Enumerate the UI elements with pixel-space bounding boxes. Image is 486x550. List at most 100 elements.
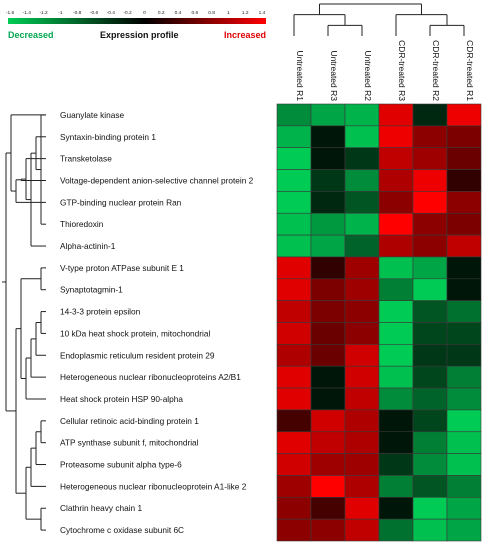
heatmap-cell [378,475,414,498]
heatmap-cell [276,365,312,389]
scale-tick-label: 1 [227,10,230,16]
heatmap-cell [378,147,414,170]
heatmap-cell [446,518,482,542]
heatmap-cell [412,387,448,411]
scale-tick-label: 1.2 [242,10,249,16]
heatmap-cell [310,365,346,389]
heatmap-cell [412,278,448,301]
heatmap-cell [412,322,448,345]
heatmap-cell [310,387,346,411]
heatmap-cell [276,300,312,323]
heatmap-cells [276,103,482,542]
heatmap-cell [446,496,482,520]
heatmap-cell [310,191,346,214]
row-label: Heterogeneous nuclear ribonucleoprotein … [60,481,247,491]
heatmap-cell [412,409,448,433]
heatmap-cell [310,344,346,367]
heatmap-cell [310,169,346,192]
heatmap-cell [310,453,346,476]
heatmap-cell [310,103,346,127]
heatmap-cell [344,234,380,258]
heatmap-cell [276,278,312,301]
heatmap-cell [446,103,482,127]
heatmap-cell [344,496,380,520]
heatmap-cell [276,475,312,498]
color-scale-legend: -1.6 -1.4 -1.2 -1 -0.8 -0.6 -0.4 -0.2 0 0.2 0.4 0.6… [6,10,266,40]
heatmap-cell [412,234,448,258]
heatmap-cell [446,300,482,323]
row-label: Synaptotagmin-1 [60,285,123,295]
heatmap-cell [412,103,448,127]
heatmap-cell [412,147,448,170]
heatmap-cell [344,191,380,214]
column-header: CDR-treated R2 [431,40,441,101]
row-label: GTP-binding nuclear protein Ran [60,197,182,207]
heatmap-cell [276,103,312,127]
heatmap-cell [378,453,414,476]
heatmap-cell [412,453,448,476]
heatmap-cell [344,147,380,170]
row-label: Transketolase [60,154,112,164]
row-label: ATP synthase subunit f, mitochondrial [60,438,199,448]
heatmap-cell [412,125,448,148]
heatmap-cell [378,103,414,127]
column-header: Untreated R2 [363,50,373,101]
heatmap-cell [378,409,414,433]
heatmap-cell [446,278,482,301]
heatmap-cell [310,256,346,280]
heatmap-cell [446,322,482,345]
heatmap-cell [310,496,346,520]
heatmap-cell [344,278,380,301]
heatmap-cell [378,300,414,323]
heatmap-cell [276,256,312,280]
heatmap-cell [344,475,380,498]
heatmap-cell [276,125,312,148]
heatmap-cell [344,344,380,367]
heatmap-cell [446,147,482,170]
scale-tick-label: -1.2 [39,10,48,16]
row-label: Thioredoxin [60,219,104,229]
heatmap-cell [310,212,346,236]
heatmap-cell [446,431,482,454]
heatmap-cell [276,191,312,214]
heatmap-cell [344,409,380,433]
heatmap-cell [446,191,482,214]
column-header: Untreated R3 [329,50,339,101]
heatmap-cell [446,234,482,258]
heatmap-cell [412,431,448,454]
heatmap-cell [412,365,448,389]
row-label: Cytochrome c oxidase subunit 6C [60,525,184,535]
heatmap-cell [412,518,448,542]
heatmap-cell [310,475,346,498]
row-label: Heat shock protein HSP 90-alpha [60,394,183,404]
row-label: Endoplasmic reticulum resident protein 2… [60,350,215,360]
column-header: CDR-treated R3 [397,40,407,101]
heatmap-cell [276,147,312,170]
heatmap-cell [310,125,346,148]
column-header: CDR-treated R1 [465,40,475,101]
row-label: Proteasome subunit alpha type-6 [60,460,182,470]
heatmap-cell [344,125,380,148]
scale-tick-label: -0.4 [107,10,116,16]
heatmap-cell [310,409,346,433]
heatmap-cell [412,300,448,323]
column-headers: Untreated R1 Untreated R3 Untreated R2 CDR-… [295,40,475,101]
heatmap-cell [378,387,414,411]
heatmap-cell [344,256,380,280]
column-header: Untreated R1 [295,50,305,101]
heatmap-cell [276,322,312,345]
heatmap-cell [378,518,414,542]
heatmap-cell [446,212,482,236]
scale-tick-label: 0.6 [191,10,198,16]
row-label: Alpha-actinin-1 [60,241,116,251]
scale-tick-label: -1.6 [6,10,15,16]
heatmap-cell [378,212,414,236]
heatmap-cell [446,256,482,280]
heatmap-cell [276,234,312,258]
legend-high-label: Increased [224,30,266,40]
heatmap-cell [446,387,482,411]
scale-tick-label: 1.4 [259,10,266,16]
heatmap-cell [310,234,346,258]
heatmap-cell [344,431,380,454]
